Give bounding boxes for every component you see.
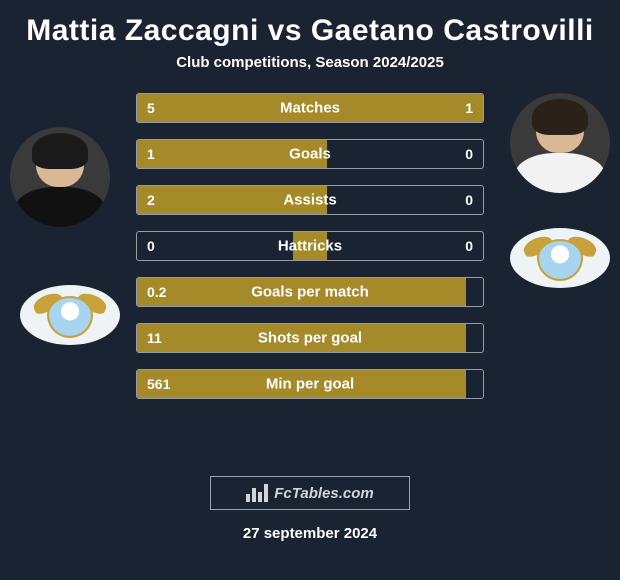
team-left-logo bbox=[20, 285, 120, 345]
stat-value-right: 1 bbox=[465, 100, 473, 116]
page-title: Mattia Zaccagni vs Gaetano Castrovilli bbox=[0, 0, 620, 54]
watermark-text: FcTables.com bbox=[274, 485, 373, 502]
stat-value-left: 2 bbox=[147, 192, 155, 208]
stat-value-right: 0 bbox=[465, 192, 473, 208]
stat-value-left: 0.2 bbox=[147, 284, 166, 300]
stat-value-left: 11 bbox=[147, 330, 162, 346]
player-left-avatar bbox=[10, 127, 110, 227]
stat-value-left: 5 bbox=[147, 100, 155, 116]
barchart-icon bbox=[246, 484, 268, 502]
stat-value-right: 0 bbox=[465, 146, 473, 162]
date-text: 27 september 2024 bbox=[243, 525, 377, 542]
club-badge-icon bbox=[30, 291, 110, 339]
stat-bar-right bbox=[310, 140, 483, 168]
stat-value-left: 561 bbox=[147, 376, 170, 392]
stat-label: Goals per match bbox=[251, 284, 369, 301]
stat-row: 1 0 Goals bbox=[136, 139, 484, 169]
stat-bar-left bbox=[137, 140, 310, 168]
club-badge-icon bbox=[520, 234, 600, 282]
bar-fill bbox=[137, 140, 310, 168]
player-silhouette-icon bbox=[10, 127, 110, 227]
stat-row: 0 0 Hattricks bbox=[136, 231, 484, 261]
stat-bars: 5 1 Matches 1 0 Goals 2 0 Assists 0 0 Hattricks 0.2 G… bbox=[136, 93, 484, 415]
stat-row: 2 0 Assists bbox=[136, 185, 484, 215]
stat-label: Goals bbox=[289, 146, 331, 163]
player-silhouette-icon bbox=[510, 93, 610, 193]
stat-label: Shots per goal bbox=[258, 330, 362, 347]
watermark: FcTables.com bbox=[210, 476, 410, 510]
stat-row: 561 Min per goal bbox=[136, 369, 484, 399]
stat-label: Hattricks bbox=[278, 238, 342, 255]
stat-row: 11 Shots per goal bbox=[136, 323, 484, 353]
stat-value-left: 0 bbox=[147, 238, 155, 254]
team-right-logo bbox=[510, 228, 610, 288]
stat-row: 5 1 Matches bbox=[136, 93, 484, 123]
stat-label: Min per goal bbox=[266, 376, 354, 393]
player-right-avatar bbox=[510, 93, 610, 193]
stat-row: 0.2 Goals per match bbox=[136, 277, 484, 307]
stat-value-right: 0 bbox=[465, 238, 473, 254]
stat-label: Matches bbox=[280, 100, 340, 117]
comparison-frame: 5 1 Matches 1 0 Goals 2 0 Assists 0 0 Hattricks 0.2 G… bbox=[0, 93, 620, 523]
stat-label: Assists bbox=[283, 192, 336, 209]
page-subtitle: Club competitions, Season 2024/2025 bbox=[0, 54, 620, 93]
stat-value-left: 1 bbox=[147, 146, 155, 162]
